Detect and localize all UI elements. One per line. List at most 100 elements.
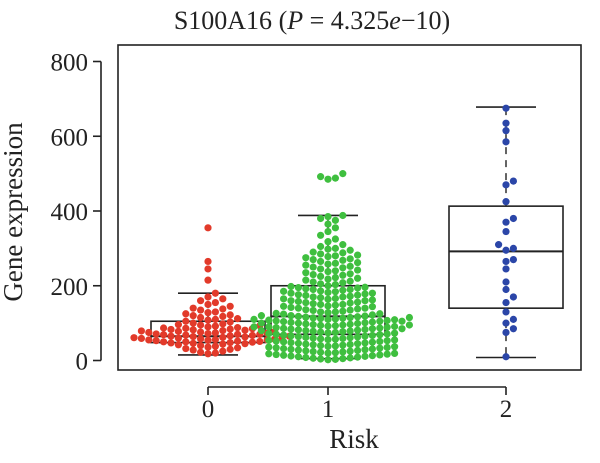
data-point <box>287 332 295 340</box>
data-point <box>317 341 325 350</box>
data-point <box>211 349 219 357</box>
data-point <box>361 346 369 354</box>
data-point <box>317 328 325 336</box>
data-point <box>324 260 332 268</box>
title-p-value: 4.325 <box>331 6 390 35</box>
data-point <box>294 304 302 312</box>
data-point <box>160 324 168 332</box>
data-point <box>302 347 310 355</box>
data-point <box>272 317 280 325</box>
data-point <box>287 338 295 347</box>
x-axis-title: Risk <box>329 424 379 454</box>
data-point <box>317 272 325 281</box>
data-point <box>361 339 369 347</box>
data-point <box>219 327 227 335</box>
data-point <box>182 344 190 353</box>
data-point <box>204 336 212 344</box>
data-point <box>280 324 288 332</box>
data-point <box>317 250 325 258</box>
data-point <box>189 319 197 327</box>
data-point <box>354 266 362 274</box>
data-point <box>265 329 273 338</box>
data-point <box>324 322 332 330</box>
data-point <box>398 317 406 325</box>
data-point <box>502 181 510 189</box>
data-point <box>405 321 413 329</box>
data-point <box>383 330 391 338</box>
x-tick-label: 2 <box>500 396 513 423</box>
data-point <box>302 340 310 348</box>
data-point <box>317 257 325 266</box>
data-point <box>509 293 517 301</box>
data-point <box>211 329 219 337</box>
data-point <box>502 319 510 327</box>
data-point <box>241 340 249 348</box>
data-point <box>324 238 332 246</box>
data-point <box>309 334 317 342</box>
data-point <box>226 345 234 353</box>
data-point <box>280 338 288 346</box>
data-point <box>339 307 347 315</box>
data-point <box>219 312 227 320</box>
data-point <box>361 290 369 298</box>
data-point <box>309 300 317 308</box>
data-point <box>160 331 168 339</box>
data-point <box>368 338 376 346</box>
data-point <box>354 298 362 306</box>
x-axis: 0 1 2 <box>202 386 513 423</box>
data-point <box>331 288 339 296</box>
data-point <box>287 312 295 320</box>
data-point <box>391 343 399 351</box>
data-point <box>204 323 212 331</box>
data-point <box>324 315 332 323</box>
data-point <box>197 335 205 343</box>
data-point <box>309 306 317 315</box>
data-point <box>509 177 517 185</box>
data-point <box>309 263 317 271</box>
data-point <box>331 273 339 282</box>
data-point <box>339 314 347 322</box>
data-point <box>346 354 354 362</box>
data-point <box>502 265 510 273</box>
data-point <box>324 220 332 228</box>
data-point <box>197 341 205 350</box>
data-point <box>226 318 234 326</box>
data-point <box>509 214 517 223</box>
x-tick-label: 1 <box>322 396 335 423</box>
data-point <box>211 308 219 316</box>
data-point <box>317 287 325 295</box>
data-point <box>324 282 332 290</box>
data-point <box>302 254 310 262</box>
data-point <box>226 332 234 340</box>
data-point <box>309 347 317 356</box>
data-point <box>204 224 212 232</box>
data-point <box>317 321 325 329</box>
data-point <box>204 276 212 284</box>
data-point <box>272 350 280 359</box>
data-point <box>294 326 302 334</box>
data-point <box>226 338 234 347</box>
data-point <box>324 356 332 364</box>
data-point <box>361 332 369 340</box>
data-point <box>346 292 354 300</box>
data-point <box>339 286 347 294</box>
data-point <box>346 246 354 254</box>
data-point <box>219 305 227 313</box>
data-point <box>354 340 362 348</box>
data-point <box>309 341 317 349</box>
data-point <box>368 296 376 304</box>
data-point <box>287 318 295 326</box>
data-point <box>502 119 510 127</box>
data-point <box>317 231 325 239</box>
data-point <box>226 302 234 310</box>
data-point <box>302 333 310 341</box>
title-p-pow: −10 <box>401 6 442 35</box>
data-point <box>287 325 295 333</box>
data-point <box>174 321 182 329</box>
y-axis-title: Gene expression <box>0 122 28 302</box>
data-point <box>346 277 354 285</box>
data-point <box>189 304 197 312</box>
data-point <box>280 310 288 318</box>
data-point <box>339 211 347 220</box>
data-point <box>204 350 212 358</box>
